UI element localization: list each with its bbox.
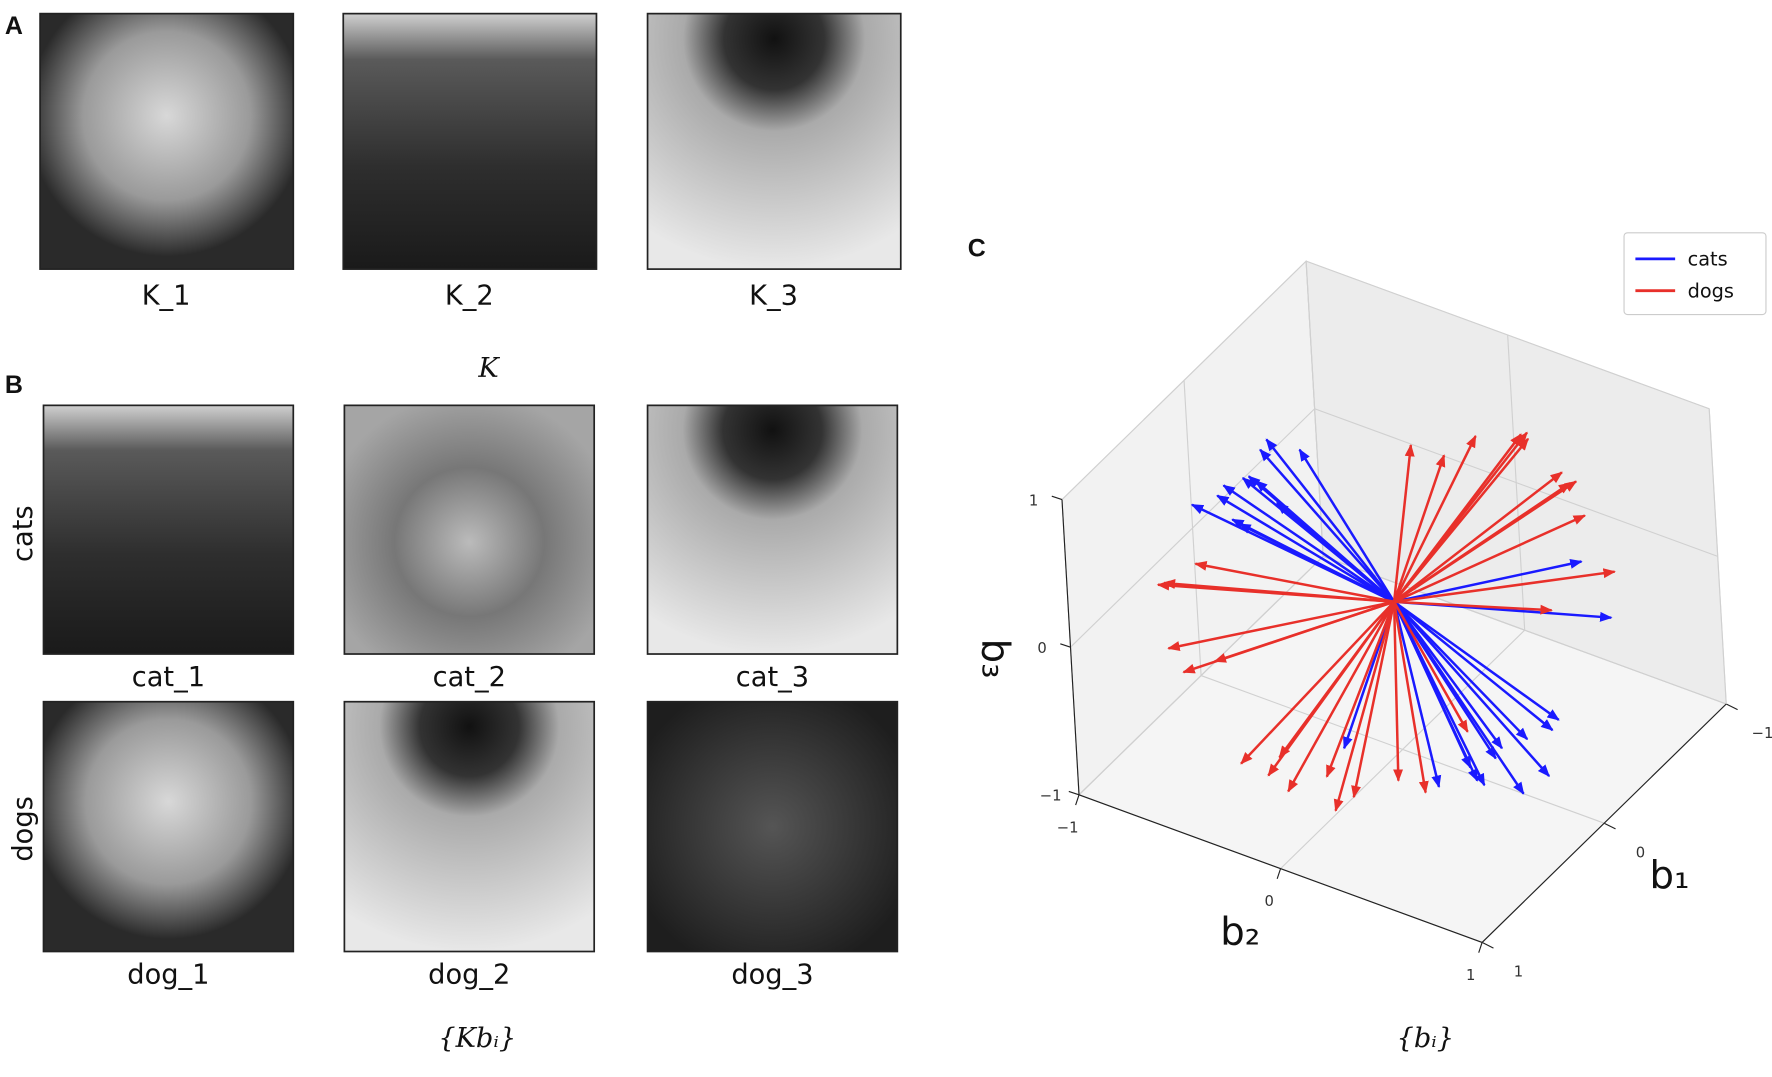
tick-mark — [1276, 868, 1282, 880]
image — [646, 12, 902, 270]
panel-caption: K — [477, 353, 500, 384]
image-caption: K_2 — [445, 280, 494, 311]
grid-line — [1322, 555, 1727, 705]
arrow — [1298, 448, 1396, 603]
tick-mark — [1051, 495, 1063, 501]
arrow — [1190, 503, 1395, 603]
arrow — [1393, 601, 1503, 750]
panel-label: A — [5, 12, 23, 40]
axis-line — [1078, 794, 1483, 943]
arrow — [1393, 568, 1616, 604]
z-tick-label: 0 — [1037, 640, 1046, 657]
y-tick-label: 0 — [1265, 893, 1274, 910]
z-tick-label: 1 — [1029, 492, 1038, 509]
y-axis-label: b₂ — [1220, 910, 1260, 955]
grid-line — [1305, 260, 1710, 410]
arrow — [1275, 502, 1395, 603]
z-axis-label: b₃ — [973, 639, 1018, 679]
arrow — [1392, 601, 1472, 769]
image — [646, 700, 899, 953]
legend-label: dogs — [1688, 279, 1734, 302]
arrow — [1393, 600, 1554, 732]
arrow — [1393, 600, 1529, 741]
arrow — [1393, 558, 1583, 604]
y-tick-label: −1 — [1057, 819, 1079, 836]
z-tick-label: −1 — [1040, 787, 1062, 804]
arrow — [1182, 600, 1395, 674]
image-caption: cat_2 — [433, 662, 506, 693]
panel-caption: {bᵢ} — [1397, 1023, 1455, 1054]
image — [646, 404, 899, 655]
plot-3d: −1 0 1 −1 0 1 −1 0 1 b₁ b₂ b₃ cats dogs — [973, 232, 1772, 984]
image — [343, 404, 596, 655]
x-tick-label: −1 — [1752, 725, 1772, 742]
tick-mark — [1603, 822, 1616, 830]
arrow — [1325, 601, 1396, 778]
arrow — [1265, 438, 1396, 603]
image-caption: K_1 — [142, 280, 191, 311]
tick-mark — [1481, 941, 1494, 949]
image — [343, 700, 596, 953]
arrow — [1393, 480, 1578, 603]
row-label: dogs — [8, 796, 39, 861]
arrow — [1392, 601, 1429, 794]
arrow — [1194, 560, 1395, 604]
arrow — [1259, 448, 1396, 603]
arrow — [1287, 601, 1396, 793]
grid-line — [1280, 629, 1526, 870]
panel-caption: {Kbᵢ} — [438, 1023, 516, 1054]
arrow — [1393, 471, 1563, 603]
grid-line — [1061, 260, 1307, 501]
tick-mark — [1725, 703, 1738, 711]
arrow — [1216, 494, 1395, 603]
y-tick-label: 1 — [1466, 967, 1475, 984]
arrow — [1394, 600, 1553, 615]
image — [342, 12, 598, 270]
arrow — [1392, 454, 1446, 603]
arrow — [1393, 600, 1551, 778]
tick-mark — [1478, 942, 1483, 953]
image-caption: K_3 — [749, 280, 798, 311]
arrow — [1393, 437, 1530, 603]
panel-label: B — [5, 371, 23, 399]
grid-line — [1314, 408, 1718, 557]
image — [39, 12, 295, 270]
arrow — [1222, 484, 1395, 603]
arrow — [1392, 434, 1477, 603]
tick-mark — [1060, 643, 1071, 648]
arrow — [1240, 600, 1396, 765]
image — [42, 404, 295, 655]
tick-mark — [1068, 790, 1080, 796]
arrow — [1162, 578, 1395, 604]
grid-line — [1078, 555, 1324, 796]
x-tick-label: 0 — [1636, 844, 1645, 861]
x-tick-label: 1 — [1514, 963, 1523, 980]
arrow — [1393, 600, 1560, 721]
arrow — [1392, 601, 1404, 782]
legend-label: cats — [1688, 248, 1728, 271]
arrow — [1351, 601, 1396, 799]
panel-label: C — [968, 235, 986, 263]
arrow — [1167, 600, 1395, 651]
arrow — [1267, 601, 1396, 777]
legend-box — [1623, 232, 1767, 316]
tick-mark — [1075, 794, 1080, 806]
arrow — [1393, 514, 1587, 603]
image-caption: dog_1 — [127, 959, 209, 990]
image-caption: cat_1 — [132, 662, 205, 693]
image — [42, 700, 295, 953]
axis-line — [1481, 703, 1727, 943]
axis-line — [1061, 499, 1080, 795]
arrow — [1393, 601, 1469, 733]
arrow — [1392, 443, 1415, 602]
arrow — [1392, 601, 1442, 789]
arrow — [1333, 601, 1396, 812]
arrow — [1393, 601, 1525, 795]
x-axis-label: b₁ — [1649, 853, 1689, 898]
image-caption: dog_3 — [731, 959, 813, 990]
image-caption: dog_2 — [428, 959, 510, 990]
image-caption: cat_3 — [736, 662, 809, 693]
row-label: cats — [8, 505, 39, 562]
